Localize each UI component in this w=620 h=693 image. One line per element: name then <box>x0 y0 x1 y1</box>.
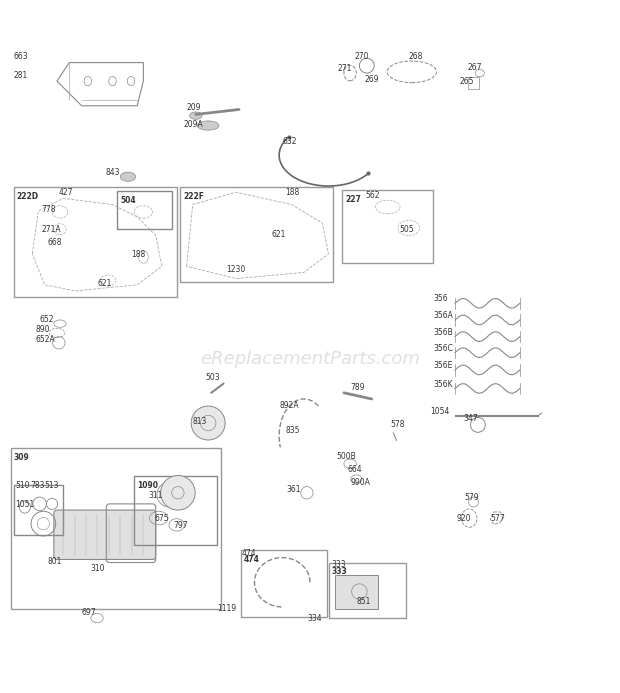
Text: 334: 334 <box>307 614 322 623</box>
Text: 1054: 1054 <box>430 407 450 416</box>
Text: 188: 188 <box>285 188 299 198</box>
Text: 920: 920 <box>456 514 471 523</box>
Text: 851: 851 <box>356 597 371 606</box>
Text: 188: 188 <box>131 250 145 259</box>
Text: 579: 579 <box>464 493 479 502</box>
Ellipse shape <box>190 112 202 119</box>
Ellipse shape <box>197 121 219 130</box>
Text: 271A: 271A <box>42 225 61 234</box>
Text: 697: 697 <box>82 608 96 617</box>
Text: 347: 347 <box>463 414 477 423</box>
Text: 270: 270 <box>355 53 369 62</box>
Text: 356B: 356B <box>433 328 453 337</box>
Text: 474: 474 <box>244 555 260 564</box>
Text: 265: 265 <box>459 77 474 86</box>
Text: 632: 632 <box>283 137 298 146</box>
Text: 267: 267 <box>467 63 482 72</box>
Text: 1051: 1051 <box>16 500 35 509</box>
Text: 1119: 1119 <box>218 604 237 613</box>
Text: 222F: 222F <box>184 192 205 201</box>
Text: eReplacementParts.com: eReplacementParts.com <box>200 350 420 368</box>
Text: 510: 510 <box>16 482 30 491</box>
Text: 578: 578 <box>390 420 405 429</box>
Text: 813: 813 <box>193 417 207 426</box>
Text: 227: 227 <box>345 195 361 204</box>
Text: 427: 427 <box>59 188 73 197</box>
Text: 892A: 892A <box>279 401 299 410</box>
Ellipse shape <box>120 172 136 182</box>
Text: 778: 778 <box>42 205 56 214</box>
Text: 990A: 990A <box>350 478 370 487</box>
Text: 835: 835 <box>285 426 300 435</box>
Circle shape <box>161 475 195 510</box>
Text: 1230: 1230 <box>227 265 246 274</box>
FancyBboxPatch shape <box>54 510 156 559</box>
Text: 356: 356 <box>433 295 448 304</box>
Text: 621: 621 <box>271 229 285 238</box>
Text: 268: 268 <box>409 53 423 62</box>
Text: 663: 663 <box>14 53 29 62</box>
Text: 209A: 209A <box>184 120 203 129</box>
Text: 843: 843 <box>105 168 120 177</box>
Text: 890: 890 <box>35 325 50 334</box>
Text: 222D: 222D <box>17 192 39 201</box>
Text: 311: 311 <box>148 491 162 500</box>
Text: 356C: 356C <box>433 344 453 353</box>
Text: 503: 503 <box>205 374 219 383</box>
Text: 801: 801 <box>48 556 62 565</box>
Text: 1090: 1090 <box>137 481 158 490</box>
Bar <box>468 78 479 89</box>
Text: 356A: 356A <box>433 311 453 320</box>
Text: 513: 513 <box>45 482 59 491</box>
Text: 621: 621 <box>97 279 112 288</box>
Text: 797: 797 <box>173 521 188 530</box>
Text: 356E: 356E <box>433 361 453 370</box>
Text: 209: 209 <box>187 103 201 112</box>
Text: 310: 310 <box>91 563 105 572</box>
Ellipse shape <box>191 406 225 440</box>
Text: 664: 664 <box>347 465 361 474</box>
Text: 361: 361 <box>286 484 301 493</box>
Text: 789: 789 <box>350 383 365 392</box>
Text: 271: 271 <box>338 64 352 73</box>
Bar <box>335 575 378 609</box>
Text: 474: 474 <box>242 550 257 559</box>
Text: 562: 562 <box>366 191 380 200</box>
Text: 333: 333 <box>332 561 346 570</box>
Text: 500B: 500B <box>337 453 356 462</box>
Text: 783: 783 <box>30 482 45 491</box>
Text: 675: 675 <box>154 514 169 523</box>
Text: 577: 577 <box>491 514 505 523</box>
Text: 652: 652 <box>40 315 54 324</box>
Text: 504: 504 <box>120 196 136 205</box>
Text: 505: 505 <box>399 225 414 234</box>
Text: 269: 269 <box>365 76 379 85</box>
Text: 668: 668 <box>48 238 62 247</box>
Text: 652A: 652A <box>35 335 55 344</box>
Text: 281: 281 <box>14 71 28 80</box>
Text: 333: 333 <box>332 568 347 577</box>
Text: 309: 309 <box>14 453 30 462</box>
Text: 356K: 356K <box>433 380 453 389</box>
